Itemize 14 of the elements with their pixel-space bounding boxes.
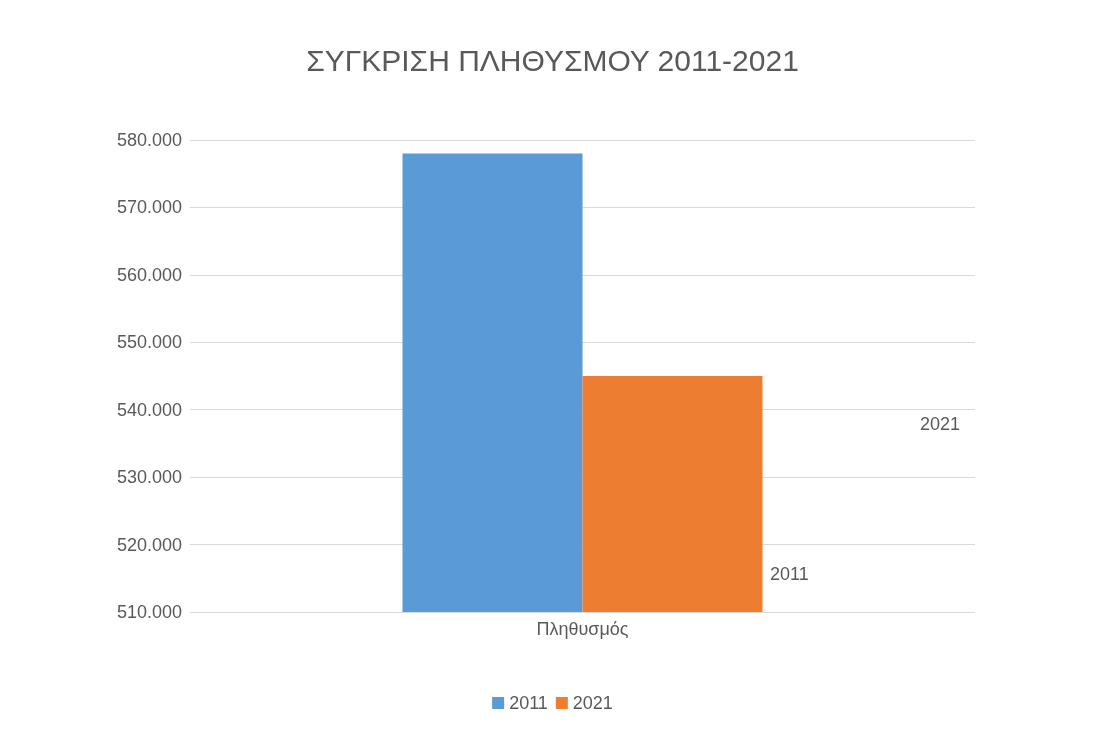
y-tick-label: 580.000 — [116, 130, 182, 150]
y-tick-label: 520.000 — [116, 534, 182, 555]
y-tick-label: 540.000 — [116, 399, 182, 420]
y-tick-label: 560.000 — [116, 264, 182, 285]
chart-title: ΣΥΓΚΡΙΣΗ ΠΛΗΘΥΣΜΟΥ 2011-2021 — [306, 43, 799, 77]
annotation: 2011 — [770, 564, 809, 584]
y-tick-label: 530.000 — [116, 467, 182, 488]
x-tick-label: Πληθυσμός — [536, 619, 629, 639]
annotation: 2021 — [920, 414, 961, 434]
y-tick-label: 550.000 — [116, 332, 182, 353]
y-tick-label: 510.000 — [116, 602, 182, 622]
y-tick-label: 570.000 — [116, 197, 182, 218]
legend-label: 2021 — [572, 693, 613, 713]
legend-label: 2011 — [509, 693, 548, 713]
